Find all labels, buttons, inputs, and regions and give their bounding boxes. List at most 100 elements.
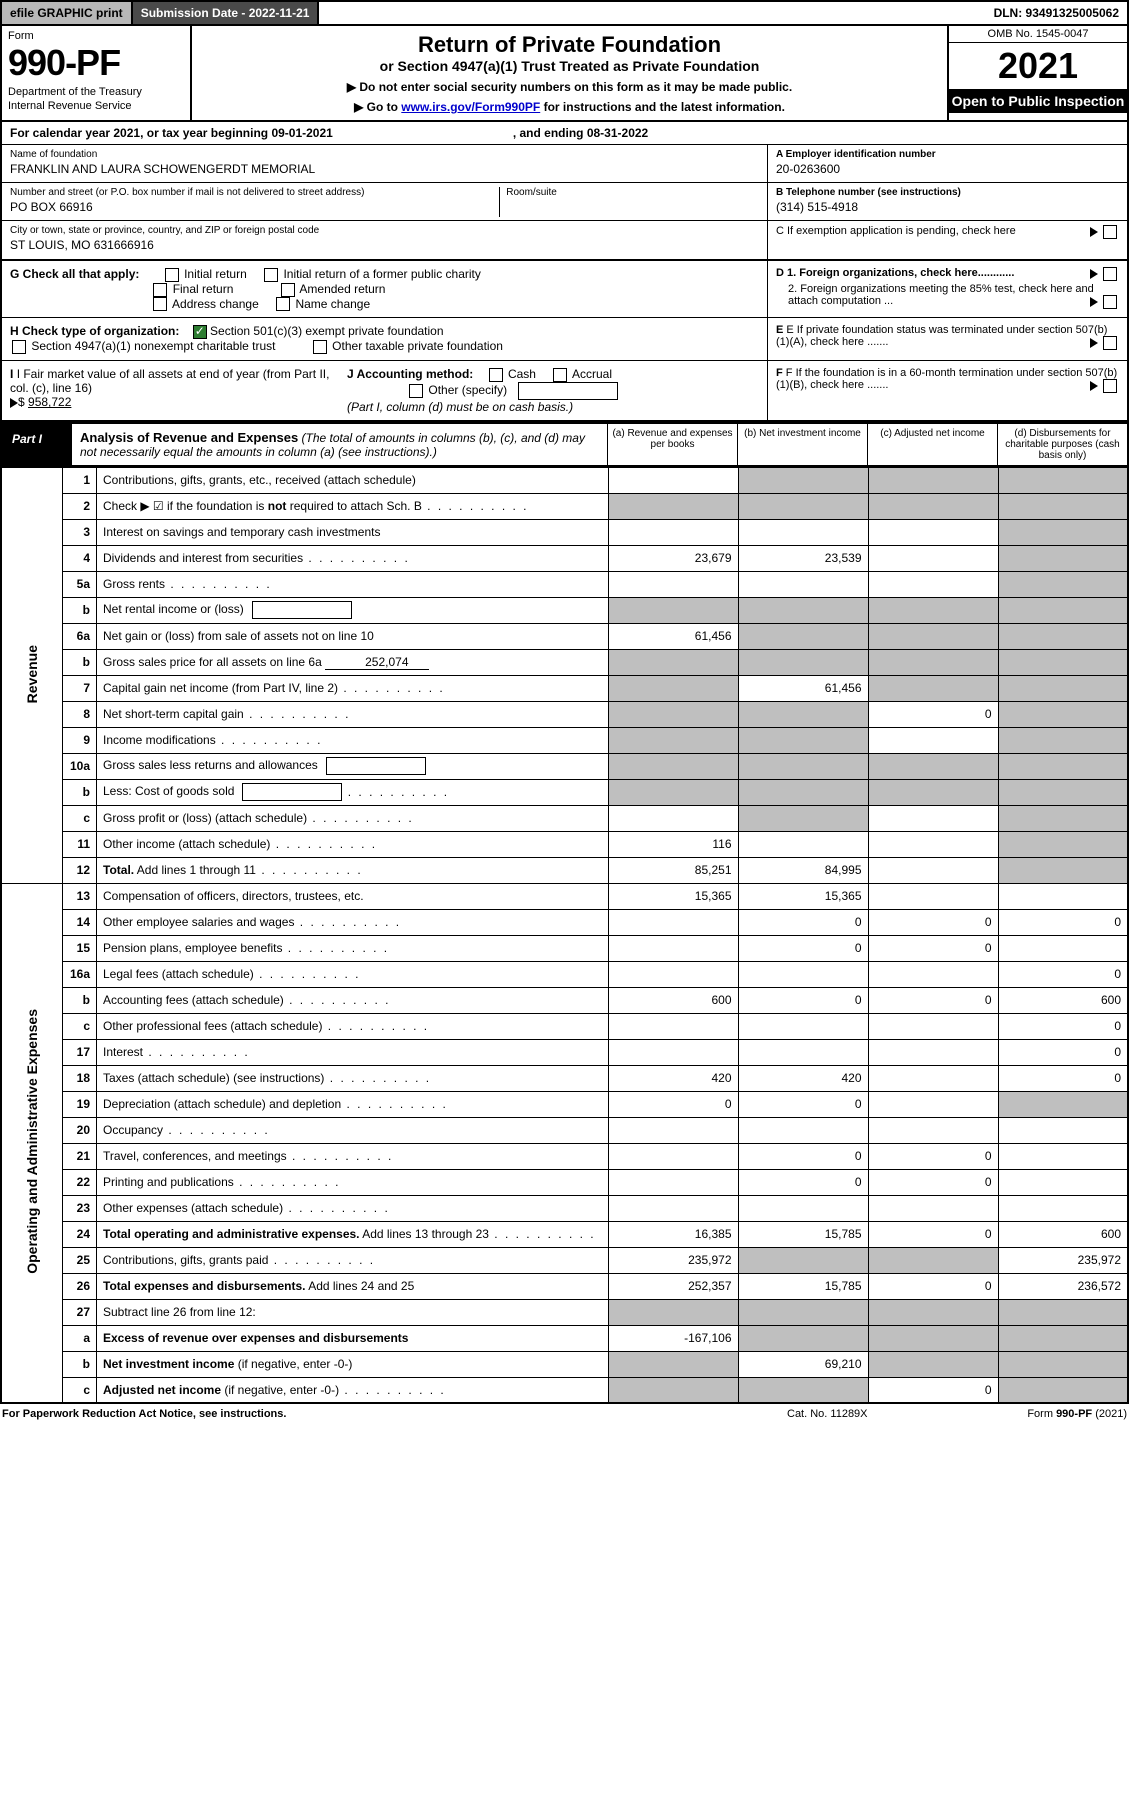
- table-row: 26Total expenses and disbursements. Add …: [1, 1273, 1128, 1299]
- checkbox-initial-former[interactable]: [264, 268, 278, 282]
- ein-row: A Employer identification number 20-0263…: [768, 145, 1127, 183]
- part1-table: Revenue1Contributions, gifts, grants, et…: [0, 467, 1129, 1405]
- checkbox-4947[interactable]: [12, 340, 26, 354]
- table-row: aExcess of revenue over expenses and dis…: [1, 1325, 1128, 1351]
- checkbox-d2[interactable]: [1103, 295, 1117, 309]
- exemption-pending-row: C If exemption application is pending, c…: [768, 221, 1127, 259]
- irs-link[interactable]: www.irs.gov/Form990PF: [401, 100, 540, 114]
- arrow-icon: [10, 398, 18, 408]
- table-row: 4Dividends and interest from securities2…: [1, 545, 1128, 571]
- col-a-header: (a) Revenue and expenses per books: [607, 424, 737, 465]
- omb-number: OMB No. 1545-0047: [949, 26, 1127, 43]
- table-row: 9Income modifications: [1, 727, 1128, 753]
- table-row: Operating and Administrative Expenses13C…: [1, 883, 1128, 909]
- irs-label: Internal Revenue Service: [8, 100, 184, 112]
- checkbox-address[interactable]: [153, 297, 167, 311]
- address-row: Number and street (or P.O. box number if…: [2, 183, 767, 221]
- city-row: City or town, state or province, country…: [2, 221, 767, 259]
- checkbox-other-acct[interactable]: [409, 384, 423, 398]
- part1-header: Part I Analysis of Revenue and Expenses …: [0, 422, 1129, 467]
- arrow-icon: [1090, 338, 1098, 348]
- table-row: 2Check ▶ ☑ if the foundation is not requ…: [1, 493, 1128, 519]
- table-row: 6aNet gain or (loss) from sale of assets…: [1, 623, 1128, 649]
- open-to-public: Open to Public Inspection: [949, 89, 1127, 113]
- col-c-header: (c) Adjusted net income: [867, 424, 997, 465]
- table-row: bGross sales price for all assets on lin…: [1, 649, 1128, 675]
- table-row: 3Interest on savings and temporary cash …: [1, 519, 1128, 545]
- dept-treasury: Department of the Treasury: [8, 86, 184, 98]
- table-row: 5aGross rents: [1, 571, 1128, 597]
- table-row: 7Capital gain net income (from Part IV, …: [1, 675, 1128, 701]
- checkbox-f[interactable]: [1103, 379, 1117, 393]
- col-d-header: (d) Disbursements for charitable purpose…: [997, 424, 1127, 465]
- form-title: Return of Private Foundation: [202, 32, 937, 58]
- form-subtitle: or Section 4947(a)(1) Trust Treated as P…: [202, 58, 937, 74]
- foundation-name-row: Name of foundation FRANKLIN AND LAURA SC…: [2, 145, 767, 183]
- table-row: 17Interest0: [1, 1039, 1128, 1065]
- fmv-value: 958,722: [28, 395, 71, 409]
- table-row: 27Subtract line 26 from line 12:: [1, 1299, 1128, 1325]
- revenue-label: Revenue: [24, 645, 40, 703]
- expenses-label: Operating and Administrative Expenses: [24, 1009, 40, 1274]
- checkbox-d1[interactable]: [1103, 267, 1117, 281]
- form-header: Form 990-PF Department of the Treasury I…: [0, 26, 1129, 122]
- table-row: bNet rental income or (loss): [1, 597, 1128, 623]
- table-row: 21Travel, conferences, and meetings00: [1, 1143, 1128, 1169]
- table-row: 25Contributions, gifts, grants paid235,9…: [1, 1247, 1128, 1273]
- table-row: 16aLegal fees (attach schedule)0: [1, 961, 1128, 987]
- table-row: 11Other income (attach schedule)116: [1, 831, 1128, 857]
- table-row: 8Net short-term capital gain0: [1, 701, 1128, 727]
- table-row: cAdjusted net income (if negative, enter…: [1, 1377, 1128, 1403]
- checkbox-accrual[interactable]: [553, 368, 567, 382]
- part1-tag: Part I: [2, 424, 72, 465]
- table-row: 14Other employee salaries and wages000: [1, 909, 1128, 935]
- dln: DLN: 93491325005062: [986, 2, 1127, 24]
- table-row: bAccounting fees (attach schedule)600006…: [1, 987, 1128, 1013]
- table-row: bLess: Cost of goods sold: [1, 779, 1128, 805]
- checkbox-name[interactable]: [276, 297, 290, 311]
- table-row: bNet investment income (if negative, ent…: [1, 1351, 1128, 1377]
- checkbox-amended[interactable]: [281, 283, 295, 297]
- table-row: 22Printing and publications00: [1, 1169, 1128, 1195]
- page-footer: For Paperwork Reduction Act Notice, see …: [0, 1404, 1129, 1424]
- table-row: cOther professional fees (attach schedul…: [1, 1013, 1128, 1039]
- table-row: 12Total. Add lines 1 through 1185,25184,…: [1, 857, 1128, 883]
- checkbox-cash[interactable]: [489, 368, 503, 382]
- form-number: 990-PF: [8, 42, 184, 84]
- checkbox-final[interactable]: [153, 283, 167, 297]
- note-ssn: ▶ Do not enter social security numbers o…: [202, 80, 937, 94]
- phone-row: B Telephone number (see instructions) (3…: [768, 183, 1127, 221]
- form-word: Form: [8, 30, 184, 42]
- note-link: ▶ Go to www.irs.gov/Form990PF for instru…: [202, 100, 937, 114]
- checkbox-501c3[interactable]: [193, 325, 207, 339]
- arrow-icon: [1090, 297, 1098, 307]
- arrow-icon: [1090, 381, 1098, 391]
- checkbox-c[interactable]: [1103, 225, 1117, 239]
- cat-no: Cat. No. 11289X: [787, 1408, 947, 1420]
- row-g-d: G Check all that apply: Initial return I…: [0, 261, 1129, 318]
- table-row: 19Depreciation (attach schedule) and dep…: [1, 1091, 1128, 1117]
- paperwork-notice: For Paperwork Reduction Act Notice, see …: [2, 1408, 787, 1420]
- identity-block: Name of foundation FRANKLIN AND LAURA SC…: [0, 145, 1129, 261]
- table-row: 18Taxes (attach schedule) (see instructi…: [1, 1065, 1128, 1091]
- table-row: 20Occupancy: [1, 1117, 1128, 1143]
- calendar-year-row: For calendar year 2021, or tax year begi…: [0, 122, 1129, 145]
- tax-year: 2021: [949, 43, 1127, 89]
- checkbox-initial[interactable]: [165, 268, 179, 282]
- table-row: 15Pension plans, employee benefits00: [1, 935, 1128, 961]
- submission-date: Submission Date - 2022-11-21: [133, 2, 320, 24]
- table-row: Revenue1Contributions, gifts, grants, et…: [1, 467, 1128, 493]
- row-h-e: H Check type of organization: Section 50…: [0, 318, 1129, 361]
- table-row: 24Total operating and administrative exp…: [1, 1221, 1128, 1247]
- form-ref: Form 990-PF (2021): [947, 1408, 1127, 1420]
- row-i-j-f: I I Fair market value of all assets at e…: [0, 361, 1129, 422]
- arrow-icon: [1090, 269, 1098, 279]
- arrow-icon: [1090, 227, 1098, 237]
- topbar: efile GRAPHIC print Submission Date - 20…: [0, 0, 1129, 26]
- table-row: cGross profit or (loss) (attach schedule…: [1, 805, 1128, 831]
- table-row: 23Other expenses (attach schedule): [1, 1195, 1128, 1221]
- table-row: 10aGross sales less returns and allowanc…: [1, 753, 1128, 779]
- efile-label[interactable]: efile GRAPHIC print: [2, 2, 133, 24]
- checkbox-e[interactable]: [1103, 336, 1117, 350]
- checkbox-other-tax[interactable]: [313, 340, 327, 354]
